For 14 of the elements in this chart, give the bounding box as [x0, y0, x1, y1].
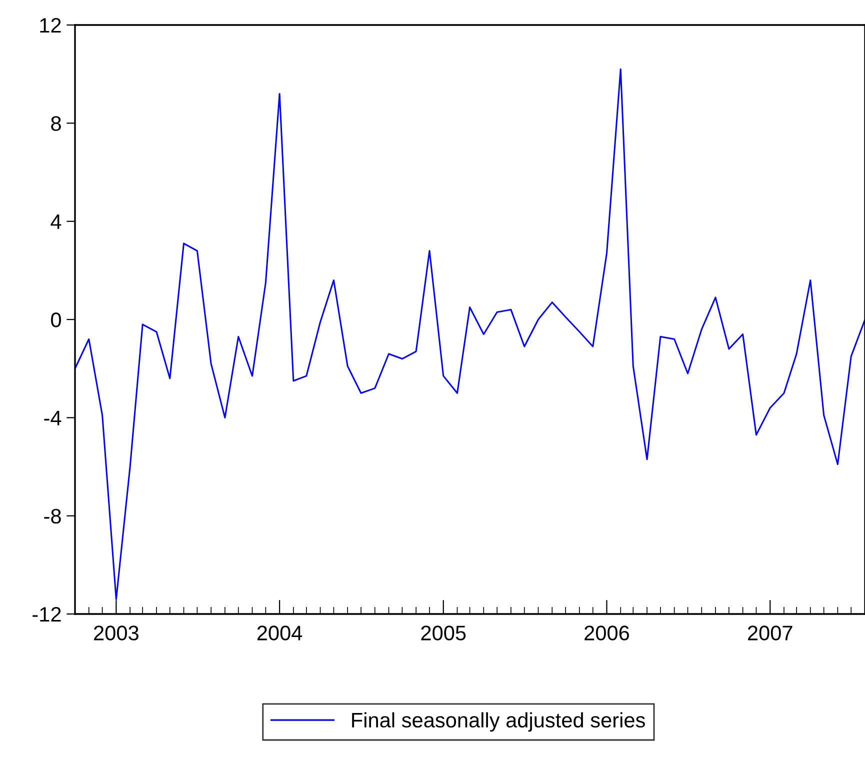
- legend-label: Final seasonally adjusted series: [352, 712, 645, 732]
- x-tick-label: 2004: [257, 626, 302, 640]
- y-tick-label: -12: [32, 607, 61, 622]
- x-tick-label: 2006: [584, 626, 629, 640]
- x-tick-label: 2007: [748, 626, 792, 640]
- y-tick-label: -8: [44, 508, 61, 524]
- line-series: [75, 68, 865, 600]
- x-tick-label: 2005: [421, 626, 466, 640]
- y-tick-label: -4: [44, 410, 62, 426]
- y-tick-label: 4: [50, 214, 62, 229]
- x-tick-label: 2003: [94, 626, 138, 640]
- y-tick-label: 0: [51, 312, 61, 328]
- y-tick-label: 12: [40, 18, 61, 33]
- y-tick-label: 8: [51, 116, 61, 131]
